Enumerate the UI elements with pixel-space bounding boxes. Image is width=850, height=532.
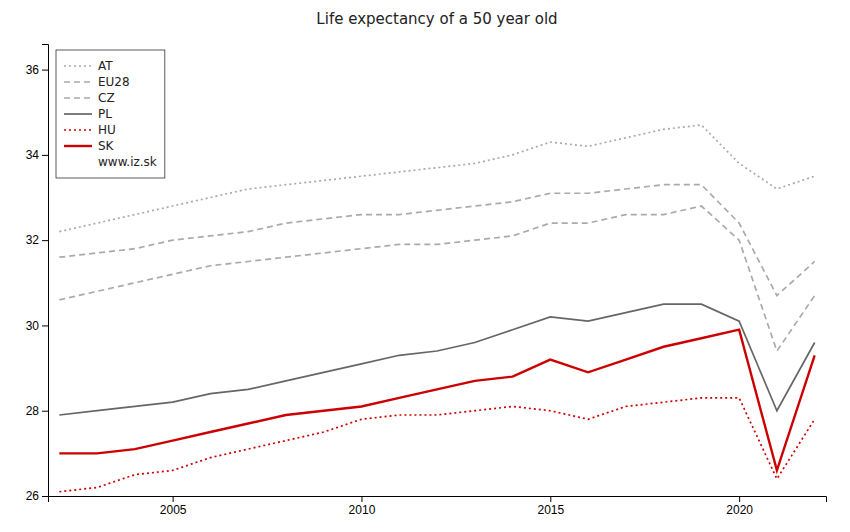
chart: Life expectancy of a 50 year old 2005 2010… xyxy=(0,0,850,532)
title: Life expectancy of a 50 year old xyxy=(316,10,557,28)
legend-item: HU xyxy=(64,123,116,137)
legend-swatch xyxy=(64,129,92,131)
tick-mark xyxy=(42,240,48,241)
plot: 2005 2010 2015 2020 26 28 30 32 34 36 AT EU28 CZ PL HU… xyxy=(26,45,827,517)
legend-label: SK xyxy=(98,139,115,153)
tick: 2005 xyxy=(160,496,187,517)
legend-item: PL xyxy=(64,107,112,121)
tick: 28 xyxy=(26,404,48,418)
tick-mark xyxy=(739,496,740,502)
legend-swatch xyxy=(64,65,92,67)
tick-label: 2020 xyxy=(726,503,753,517)
tick-label: 32 xyxy=(26,233,40,247)
tick-mark xyxy=(173,496,174,502)
series-line xyxy=(59,185,814,296)
tick-mark xyxy=(550,496,551,502)
legend-swatch xyxy=(64,145,92,147)
legend-label: CZ xyxy=(98,91,115,105)
tick: 32 xyxy=(26,233,48,247)
legend-label: PL xyxy=(98,107,112,121)
axis-line xyxy=(42,45,49,497)
tick-label: 30 xyxy=(26,319,40,333)
legend-label: AT xyxy=(98,59,113,73)
tick: 26 xyxy=(26,489,48,503)
y-axis: 26 28 30 32 34 36 xyxy=(26,45,49,504)
axis-line xyxy=(49,497,827,503)
legend-item: CZ xyxy=(64,91,115,105)
x-axis: 2005 2010 2015 2020 xyxy=(49,496,827,517)
tick-label: 2015 xyxy=(537,503,564,517)
legend-label: HU xyxy=(98,123,116,137)
legend-swatch xyxy=(64,81,92,83)
tick: 2020 xyxy=(726,496,753,517)
legend-item: SK xyxy=(64,139,115,153)
series-line xyxy=(59,330,814,471)
legend: AT EU28 CZ PL HU SK www.iz.sk xyxy=(56,50,165,178)
tick-label: 28 xyxy=(26,404,40,418)
legend-swatch xyxy=(64,97,92,99)
tick-label: 34 xyxy=(26,148,40,162)
tick-mark xyxy=(42,496,48,497)
legend-item: EU28 xyxy=(64,75,130,89)
tick-mark xyxy=(42,70,48,71)
tick-mark xyxy=(42,325,48,326)
tick-mark xyxy=(361,496,362,502)
tick-label: 2010 xyxy=(349,503,376,517)
tick: 30 xyxy=(26,319,48,333)
tick-mark xyxy=(42,411,48,412)
tick: 36 xyxy=(26,63,48,77)
tick: 34 xyxy=(26,148,48,162)
tick-label: 26 xyxy=(26,489,40,503)
tick-mark xyxy=(42,155,48,156)
tick-label: 2005 xyxy=(160,503,187,517)
tick-label: 36 xyxy=(26,63,40,77)
legend-frame xyxy=(56,50,165,178)
series-line xyxy=(59,125,814,232)
tick: 2010 xyxy=(349,496,376,517)
tick: 2015 xyxy=(537,496,564,517)
lines xyxy=(59,125,814,492)
legend-item: AT xyxy=(64,59,113,73)
series-line xyxy=(59,398,814,492)
legend-label: EU28 xyxy=(98,75,130,89)
series-line xyxy=(59,206,814,351)
annotation: www.iz.sk xyxy=(98,155,157,169)
legend-swatch xyxy=(64,113,92,115)
